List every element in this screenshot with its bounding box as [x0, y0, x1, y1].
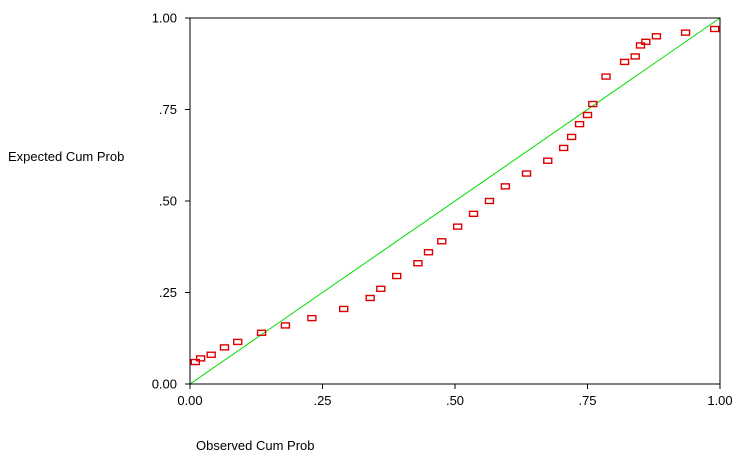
y-tick-label: .50 [159, 194, 177, 209]
data-point [680, 29, 691, 36]
x-tick-label: .75 [578, 393, 596, 408]
data-point [376, 285, 386, 293]
data-point [566, 133, 577, 141]
data-point [574, 120, 585, 128]
data-point [468, 210, 479, 218]
data-point [635, 42, 646, 49]
y-axis-label: Expected Cum Prob [8, 149, 124, 164]
data-point [521, 170, 532, 177]
data-point [280, 322, 291, 329]
x-tick-label: 0.00 [177, 393, 202, 408]
x-tick-label: .25 [313, 393, 331, 408]
data-point [195, 355, 206, 362]
data-point [365, 294, 375, 302]
data-point [710, 25, 720, 33]
reference-diagonal-line [189, 17, 721, 385]
data-point [452, 223, 463, 230]
data-point [413, 260, 423, 267]
data-point [437, 238, 447, 245]
data-point [423, 249, 434, 256]
data-point [500, 183, 511, 190]
data-point [543, 157, 553, 164]
data-point [339, 305, 349, 313]
data-point [619, 58, 630, 66]
data-point [601, 73, 611, 80]
data-point [588, 100, 598, 108]
data-point [582, 111, 593, 119]
x-tick-label: .50 [446, 393, 464, 408]
data-point [630, 53, 640, 60]
data-point [558, 144, 569, 152]
data-point [256, 329, 267, 336]
x-tick-label: 1.00 [707, 393, 732, 408]
data-point [307, 314, 317, 322]
data-point [641, 38, 651, 45]
y-tick-label: 1.00 [152, 11, 177, 26]
data-point [484, 197, 495, 205]
data-point [206, 351, 216, 358]
x-axis-label: Observed Cum Prob [196, 438, 315, 453]
data-point [392, 272, 402, 280]
y-tick-label: .75 [159, 102, 177, 117]
data-point [190, 358, 201, 366]
data-point [651, 33, 662, 40]
data-point [219, 344, 230, 351]
data-point [232, 338, 243, 346]
y-tick-label: 0.00 [152, 377, 177, 392]
y-tick-label: .25 [159, 285, 177, 300]
